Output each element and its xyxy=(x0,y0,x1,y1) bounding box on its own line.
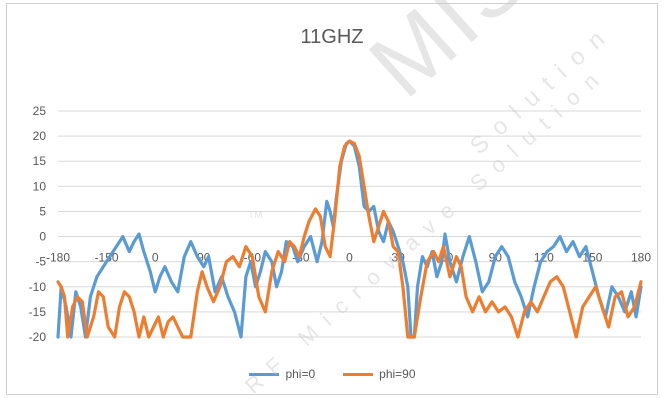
legend-label-phi0: phi=0 xyxy=(285,367,316,381)
legend-swatch-phi0 xyxy=(249,372,280,376)
legend-label-phi90: phi=90 xyxy=(379,367,416,381)
y-tick-label-2: 15 xyxy=(33,154,47,168)
x-tick-label-6: 0 xyxy=(346,251,353,265)
x-tick-label-0: -180 xyxy=(46,251,70,265)
y-tick-label-8: -15 xyxy=(29,305,47,319)
y-tick-label-1: 20 xyxy=(33,129,47,143)
legend-item-phi90: phi=90 xyxy=(343,367,416,381)
y-tick-label-7: -10 xyxy=(29,280,47,294)
y-tick-label-4: 5 xyxy=(39,204,46,218)
series-line-phi-0 xyxy=(56,139,643,339)
x-tick-label-11: 150 xyxy=(582,251,602,265)
x-tick-label-2: 0 xyxy=(152,251,159,265)
x-tick-label-12: 180 xyxy=(631,251,651,265)
legend-item-phi0: phi=0 xyxy=(249,367,315,381)
y-tick-label-5: 0 xyxy=(39,230,46,244)
y-tick-label-0: 25 xyxy=(33,104,47,118)
chart-legend: phi=0 phi=90 xyxy=(0,367,665,381)
series-line-phi-90 xyxy=(56,139,643,339)
chart-title: 11GHZ xyxy=(300,26,364,48)
y-tick-label-3: 10 xyxy=(33,179,47,193)
y-tick-label-6: -5 xyxy=(35,255,46,269)
legend-swatch-phi90 xyxy=(343,372,374,376)
y-tick-label-9: -20 xyxy=(29,330,47,344)
